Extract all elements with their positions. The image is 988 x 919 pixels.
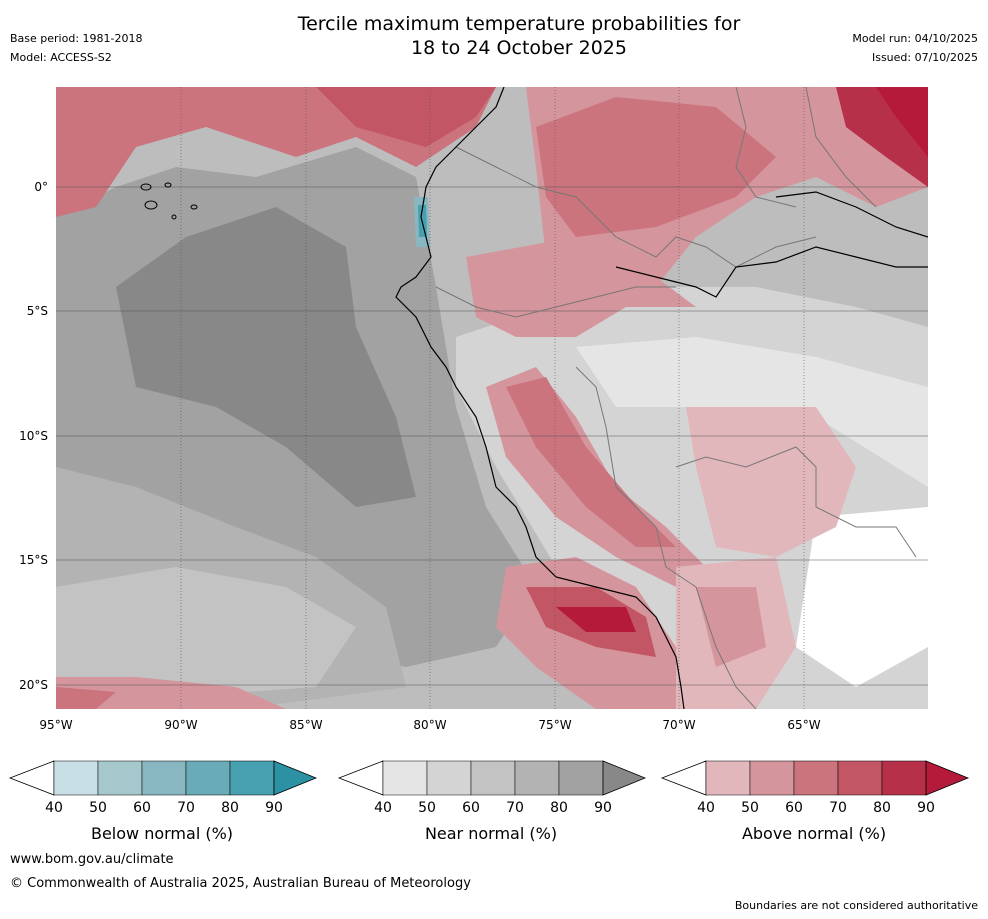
swatch-2: [749, 760, 795, 796]
lon-label-90w: 90°W: [164, 718, 198, 732]
legend-near-normal: 40 50 60 70 80 90 Near normal (%): [337, 760, 649, 850]
lon-label-65w: 65°W: [787, 718, 821, 732]
legend-above-normal: 40 50 60 70 80 90 Above normal (%): [660, 760, 972, 850]
graticule: [56, 87, 928, 709]
title-line-1: Tercile maximum temperature probabilitie…: [297, 13, 741, 35]
swatch-5: [558, 760, 604, 796]
swatch-1: [705, 760, 751, 796]
probability-map[interactable]: [56, 87, 928, 709]
lon-label-75w: 75°W: [538, 718, 572, 732]
tick-80: 80: [550, 800, 568, 816]
map-title: Tercile maximum temperature probabilitie…: [194, 12, 844, 60]
swatch-3: [141, 760, 187, 796]
near-normal-core: [116, 207, 416, 507]
lat-label-10s: 10°S: [19, 429, 48, 443]
lon-label-80w: 80°W: [413, 718, 447, 732]
tick-50: 50: [418, 800, 436, 816]
model-name: Model: ACCESS-S2: [10, 51, 112, 64]
swatch-5: [229, 760, 275, 796]
lat-label-5s: 5°S: [26, 304, 48, 318]
tick-50: 50: [741, 800, 759, 816]
model-run: Model run: 04/10/2025: [852, 32, 978, 45]
lat-label-20s: 20°S: [19, 678, 48, 692]
base-period: Base period: 1981-2018: [10, 32, 143, 45]
galapagos-islands: [140, 182, 198, 220]
tick-70: 70: [506, 800, 524, 816]
lat-label-15s: 15°S: [19, 553, 48, 567]
tick-90: 90: [917, 800, 935, 816]
legend-title-near: Near normal (%): [424, 824, 558, 843]
legend-below-normal: 40 50 60 70 80 90 Below normal (%): [8, 760, 320, 850]
swatch-4: [514, 760, 560, 796]
tick-90: 90: [594, 800, 612, 816]
lon-label-95w: 95°W: [39, 718, 73, 732]
swatch-2: [426, 760, 472, 796]
tick-40: 40: [697, 800, 715, 816]
coastline: [395, 87, 928, 709]
swatch-2: [97, 760, 143, 796]
swatch-4: [185, 760, 231, 796]
tick-70: 70: [829, 800, 847, 816]
swatch-1: [382, 760, 428, 796]
meta-right: Model run: 04/10/2025 Issued: 07/10/2025: [852, 32, 978, 70]
lon-label-70w: 70°W: [662, 718, 696, 732]
swatch-4: [837, 760, 883, 796]
swatch-5: [881, 760, 927, 796]
colorbar-below-normal: [8, 760, 318, 796]
tick-60: 60: [785, 800, 803, 816]
tick-80: 80: [221, 800, 239, 816]
colorbar-above-normal: [660, 760, 970, 796]
swatch-3: [470, 760, 516, 796]
tick-70: 70: [177, 800, 195, 816]
tick-90: 90: [265, 800, 283, 816]
swatch-3: [793, 760, 839, 796]
swatch-1: [53, 760, 99, 796]
tick-60: 60: [462, 800, 480, 816]
footer-disclaimer: Boundaries are not considered authoritat…: [734, 899, 978, 912]
tick-40: 40: [374, 800, 392, 816]
tick-50: 50: [89, 800, 107, 816]
colorbar-near-normal: [337, 760, 647, 796]
legend-title-below: Below normal (%): [90, 824, 234, 843]
map-canvas: [56, 87, 928, 709]
legend-title-above: Above normal (%): [741, 824, 887, 843]
tick-40: 40: [45, 800, 63, 816]
title-line-2: 18 to 24 October 2025: [411, 37, 627, 59]
lat-label-0: 0°: [34, 180, 48, 194]
country-borders: [435, 87, 917, 709]
tick-60: 60: [133, 800, 151, 816]
tick-80: 80: [873, 800, 891, 816]
meta-left: Base period: 1981-2018 Model: ACCESS-S2: [10, 32, 142, 70]
lon-label-85w: 85°W: [289, 718, 323, 732]
issued-date: Issued: 07/10/2025: [871, 51, 978, 64]
footer-url[interactable]: www.bom.gov.au/climate: [10, 852, 174, 867]
footer-copyright: © Commonwealth of Australia 2025, Austra…: [10, 876, 471, 891]
